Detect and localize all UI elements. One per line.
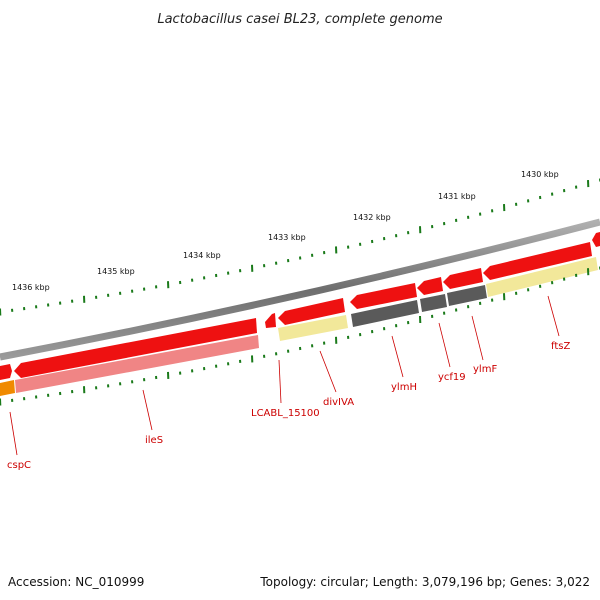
gene-label: LCABL_15100 xyxy=(251,408,320,419)
leader-divIVA xyxy=(319,350,337,393)
gene-label: divIVA xyxy=(323,397,354,408)
gene-arrow-ylmH xyxy=(350,283,417,309)
gene-label: ycf19 xyxy=(438,372,466,383)
gene-arrow-ftsZ xyxy=(483,242,592,280)
feature-ycf19 xyxy=(420,294,447,312)
leader-ylmF xyxy=(471,315,484,361)
feature-ylmH xyxy=(351,300,419,327)
feature-cspC xyxy=(0,380,15,396)
ruler-label: 1436 kbp xyxy=(12,283,50,292)
ruler-label: 1433 kbp xyxy=(268,233,306,242)
ruler-label: 1430 kbp xyxy=(521,170,559,179)
accession-text: Accession: NC_010999 xyxy=(8,575,144,589)
gene-arrow-ycf19 xyxy=(417,277,443,295)
gene-arrow-divIVA xyxy=(278,298,345,325)
genome-backbone xyxy=(0,218,600,361)
leader-ftsZ xyxy=(547,295,560,337)
feature-track xyxy=(0,257,598,396)
feature-ileS xyxy=(15,335,259,393)
gene-arrow-cspC xyxy=(0,364,12,380)
leader-ycf19 xyxy=(438,322,451,368)
forward-strand-track xyxy=(0,232,600,380)
genome-summary-text: Topology: circular; Length: 3,079,196 bp… xyxy=(259,575,590,589)
leader-cspC xyxy=(9,411,18,456)
gene-label: ileS xyxy=(145,435,163,446)
inner-ruler xyxy=(0,266,600,406)
feature-divIVA xyxy=(278,315,348,341)
gene-label: ftsZ xyxy=(551,341,570,352)
leader-LCABL_15100 xyxy=(278,359,282,404)
gene-label: ylmH xyxy=(391,382,417,393)
gene-arrow-next xyxy=(592,232,600,247)
ruler-label: 1435 kbp xyxy=(97,267,135,276)
gene-label: ylmF xyxy=(473,364,497,375)
ruler-label: 1431 kbp xyxy=(438,192,476,201)
map-title: Lactobacillus casei BL23, complete genom… xyxy=(157,12,442,27)
gene-labels: cspC ileS LCABL_15100 divIVA ylmH ycf19 … xyxy=(7,341,570,471)
gene-arrow-LCABL_15100 xyxy=(265,313,276,328)
feature-ftsZ xyxy=(486,257,598,297)
ruler-label: 1432 kbp xyxy=(353,213,391,222)
gene-leaders xyxy=(9,295,560,456)
ruler-label: 1434 kbp xyxy=(183,251,221,260)
ruler-labels: 1430 kbp 1431 kbp 1432 kbp 1433 kbp 1434… xyxy=(12,170,559,292)
gene-arrow-ileS xyxy=(14,318,257,378)
leader-ileS xyxy=(142,389,153,431)
leader-ylmH xyxy=(391,335,404,378)
gene-arrow-ylmF xyxy=(443,268,483,289)
outer-ruler xyxy=(0,178,600,316)
gene-label: cspC xyxy=(7,460,31,471)
feature-ylmF xyxy=(447,285,487,306)
